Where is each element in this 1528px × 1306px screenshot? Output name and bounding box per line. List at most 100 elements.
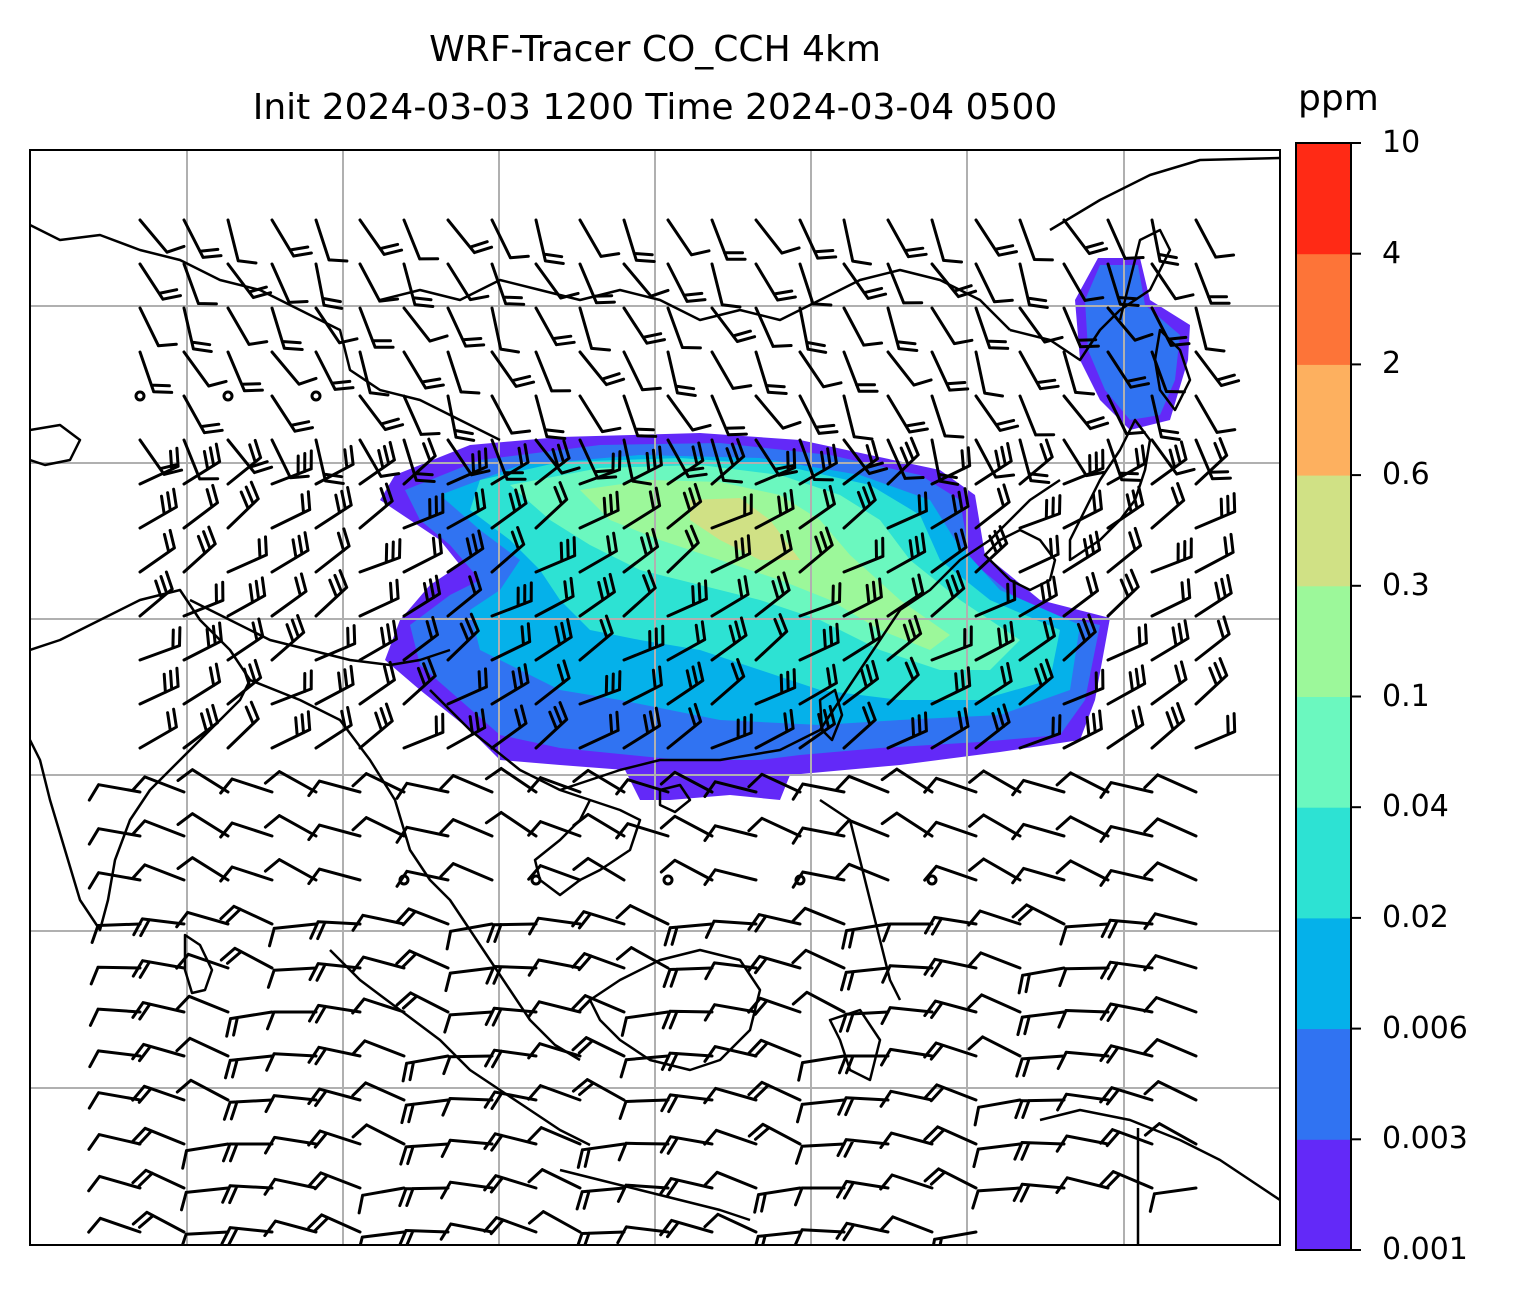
wind-barb <box>175 1078 230 1102</box>
wind-barb <box>534 439 571 486</box>
wind-barb <box>880 811 934 838</box>
wind-barb <box>1148 1186 1198 1213</box>
wind-barb <box>182 438 220 481</box>
wind-barb <box>666 218 711 257</box>
wind-barb <box>578 350 626 387</box>
wind-barb <box>222 1098 274 1121</box>
wind-barb <box>1143 773 1198 794</box>
wind-barb <box>226 262 273 299</box>
wind-barb <box>443 1010 494 1034</box>
wind-barb <box>270 572 308 618</box>
wind-barb <box>930 570 966 618</box>
wind-barb <box>747 996 802 1016</box>
wind-barb <box>307 1171 362 1191</box>
wind-barb <box>88 1007 142 1027</box>
wind-barb <box>886 436 920 486</box>
wind-barb <box>534 659 571 706</box>
wind-barb <box>710 394 748 437</box>
wind-barb <box>880 767 934 794</box>
colorbar-segment <box>1296 807 1351 919</box>
wind-barb <box>182 580 225 618</box>
wind-barb <box>1062 571 1099 618</box>
wind-barb <box>842 350 879 393</box>
wind-barb <box>1058 966 1110 988</box>
wind-barb <box>1194 574 1233 618</box>
wind-barb <box>974 350 1004 398</box>
wind-barb <box>576 1142 626 1169</box>
wind-barb <box>930 218 963 264</box>
wind-barb <box>1194 218 1236 259</box>
wind-barb <box>622 438 652 486</box>
wind-barb <box>798 622 840 662</box>
wind-barb <box>263 814 318 838</box>
wind-barb <box>754 394 802 430</box>
title-line2: Init 2024-03-03 1200 Time 2024-03-04 050… <box>252 87 1058 128</box>
wind-barb <box>1062 262 1105 302</box>
wind-barb <box>754 668 797 706</box>
wind-barb <box>358 619 398 662</box>
wind-barb <box>402 615 439 662</box>
wind-barb <box>182 350 228 388</box>
wind-barb <box>314 527 351 574</box>
wind-barb <box>527 820 582 838</box>
wind-barb <box>131 775 186 794</box>
wind-barb <box>1143 817 1198 838</box>
calm-wind-marker <box>662 874 674 886</box>
wind-barb <box>578 572 616 618</box>
wind-barb <box>1055 771 1110 794</box>
wind-barb <box>1150 482 1186 530</box>
colorbar-tick-label: 0.001 <box>1382 1232 1468 1267</box>
wind-barb <box>527 1000 582 1018</box>
wind-barb <box>264 1094 318 1114</box>
wind-barb <box>1018 306 1064 344</box>
wind-barb <box>1018 438 1054 486</box>
wind-barb <box>314 486 353 530</box>
wind-barb <box>886 656 920 706</box>
wind-barb <box>974 703 1011 750</box>
wind-barb <box>131 1126 186 1146</box>
wind-barb <box>446 570 483 618</box>
wind-barb <box>87 1216 142 1234</box>
wind-barb <box>1011 866 1066 885</box>
wind-barb <box>967 993 1022 1014</box>
wind-barb <box>1106 262 1140 307</box>
java <box>559 1168 751 1222</box>
wind-barb <box>710 534 752 574</box>
wind-barb <box>571 1036 626 1058</box>
wind-barb <box>182 218 223 259</box>
wind-barb <box>616 1183 670 1203</box>
wind-barb <box>314 306 359 345</box>
central-asia-border <box>30 223 501 442</box>
wind-barb <box>182 483 219 530</box>
wind-barb <box>182 703 219 750</box>
china-mongolia-border <box>379 268 1011 331</box>
wind-barb <box>138 438 184 476</box>
wind-barb <box>972 1142 1022 1169</box>
wind-barb <box>131 1042 186 1063</box>
wind-barb <box>1062 613 1097 662</box>
wind-barb <box>886 532 927 574</box>
wind-barb <box>138 666 180 706</box>
wind-barb <box>490 526 526 574</box>
wind-barb <box>622 527 659 574</box>
wind-barb <box>710 575 750 618</box>
calm-wind-marker <box>398 874 410 886</box>
wind-barb <box>619 1054 670 1079</box>
wind-barb <box>615 904 670 926</box>
wind-barb <box>798 262 833 307</box>
wind-barb <box>967 1035 1022 1058</box>
wind-barb <box>270 306 304 351</box>
calm-wind-marker <box>222 390 234 402</box>
wind-barb <box>837 1096 890 1117</box>
wind-barb <box>180 1186 230 1212</box>
wind-barb <box>704 919 758 939</box>
wind-barb <box>138 218 186 254</box>
wind-barb <box>798 394 839 435</box>
wind-barb <box>182 442 222 486</box>
wind-barb <box>660 1051 714 1072</box>
wind-barb <box>270 614 306 662</box>
wind-barb <box>484 767 538 794</box>
wind-barb <box>219 821 274 839</box>
wind-barb <box>446 447 488 486</box>
